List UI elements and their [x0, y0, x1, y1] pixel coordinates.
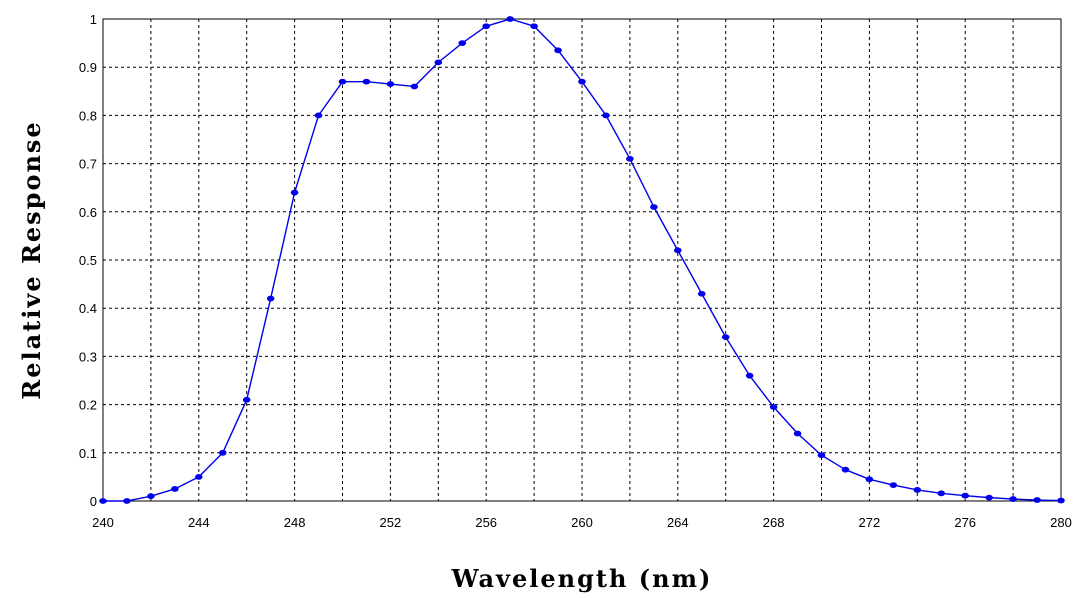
y-axis-tick-labels: 0 0.1 0.2 0.3 0.4 0.5 0.6 0.7 0.8 0.9 1 [79, 12, 97, 509]
y-tick-label: 0.9 [79, 60, 97, 75]
series-layer [99, 16, 1065, 504]
data-point [410, 83, 419, 90]
data-point [889, 482, 898, 488]
data-point [626, 155, 634, 162]
x-tick-label: 280 [1050, 515, 1072, 530]
data-point [913, 487, 922, 493]
data-point [1057, 497, 1065, 504]
plot-area-frame [102, 18, 1062, 502]
data-point [578, 78, 586, 85]
data-point [961, 492, 969, 499]
data-point [434, 59, 443, 66]
data-point [147, 493, 155, 500]
grid-lines [103, 19, 1061, 501]
data-point [506, 16, 514, 22]
y-tick-label: 1 [90, 12, 97, 27]
data-point [841, 466, 850, 473]
data-point [530, 23, 538, 30]
y-axis-title: Relative Response [17, 120, 46, 399]
x-tick-label: 240 [92, 515, 114, 530]
data-point [266, 295, 275, 302]
data-point [195, 474, 203, 480]
data-point [482, 23, 491, 30]
data-point [458, 40, 467, 46]
y-tick-label: 0.3 [79, 349, 97, 364]
data-point [721, 334, 730, 341]
data-point [386, 81, 395, 87]
x-tick-label: 256 [475, 515, 497, 530]
data-point [769, 404, 778, 410]
data-point [817, 452, 826, 459]
x-tick-label: 264 [667, 515, 689, 530]
y-tick-label: 0 [90, 494, 97, 509]
x-tick-label: 268 [763, 515, 785, 530]
data-point [171, 486, 179, 492]
data-point [338, 78, 347, 85]
y-tick-label: 0.1 [79, 446, 97, 461]
x-tick-label: 244 [188, 515, 210, 530]
x-axis-title: Wavelength (nm) [451, 564, 713, 593]
data-point [793, 430, 802, 437]
data-point [697, 290, 706, 297]
data-point [1033, 497, 1041, 503]
x-tick-label: 248 [284, 515, 306, 530]
y-tick-label: 0.2 [79, 398, 97, 413]
x-tick-label: 276 [954, 515, 976, 530]
data-point [123, 498, 131, 504]
y-tick-label: 0.8 [79, 108, 97, 123]
data-point [865, 476, 874, 483]
y-tick-label: 0.6 [79, 205, 97, 220]
data-point [554, 47, 562, 54]
x-axis-tick-labels: 240 244 248 252 256 260 264 268 272 276 280 [92, 515, 1072, 530]
x-tick-label: 272 [859, 515, 881, 530]
data-point [674, 247, 682, 254]
x-tick-label: 260 [571, 515, 593, 530]
data-point [362, 78, 371, 85]
data-point [290, 189, 299, 196]
data-point [242, 396, 251, 403]
data-point [985, 494, 993, 501]
data-point [218, 449, 227, 456]
y-tick-label: 0.7 [79, 157, 97, 172]
y-tick-label: 0.5 [79, 253, 97, 268]
data-point [314, 112, 323, 119]
data-point [937, 490, 946, 497]
x-tick-label: 252 [380, 515, 402, 530]
data-point [745, 372, 754, 379]
data-point [650, 204, 658, 210]
data-point [99, 498, 107, 504]
data-point [1009, 496, 1017, 502]
data-point [602, 112, 610, 119]
y-tick-label: 0.4 [79, 301, 97, 316]
